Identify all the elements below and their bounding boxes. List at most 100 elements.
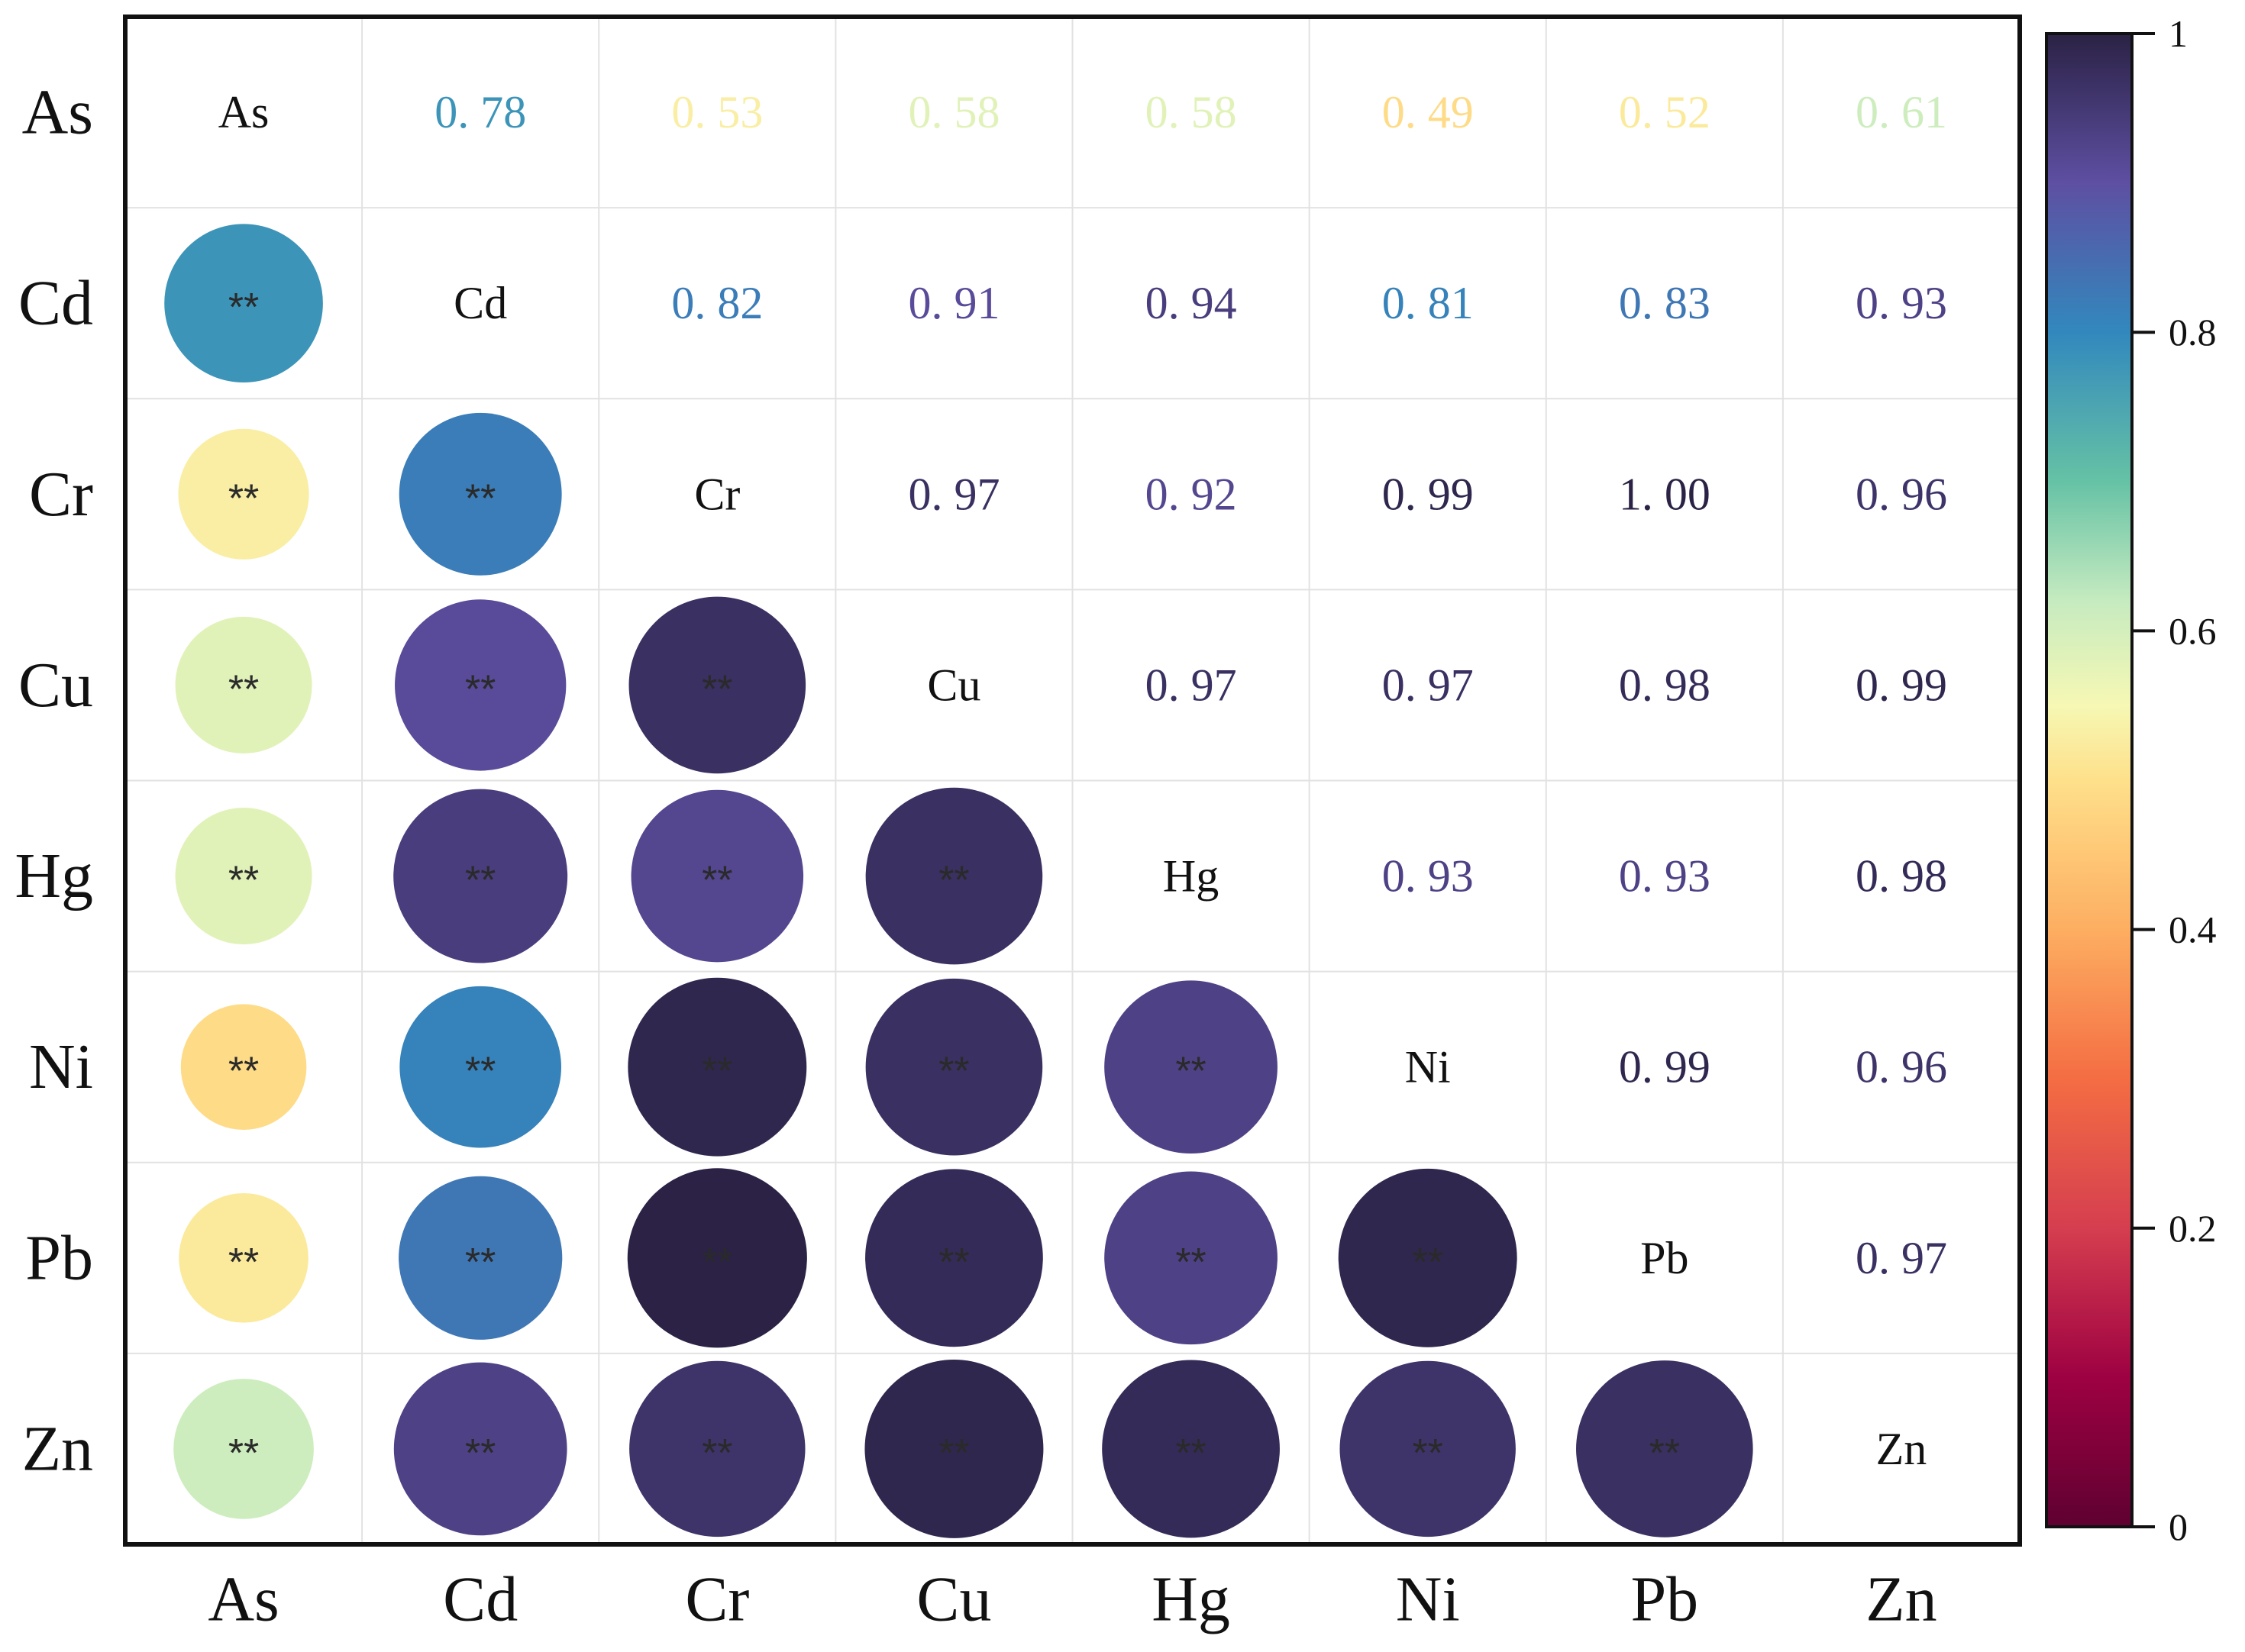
significance-marker: ** xyxy=(465,1050,496,1094)
significance-marker: ** xyxy=(702,1241,732,1285)
significance-marker: ** xyxy=(1412,1431,1442,1476)
correlation-circle xyxy=(164,224,323,383)
correlation-value-label: 0. 99 xyxy=(1619,1042,1710,1092)
correlation-value-label: 0. 61 xyxy=(1856,87,1947,137)
correlation-value-label: 0. 49 xyxy=(1382,87,1474,137)
correlation-value-label: 0. 96 xyxy=(1856,469,1947,519)
correlation-value-label: 0. 53 xyxy=(671,87,763,137)
correlation-circle xyxy=(1338,1168,1517,1347)
significance-marker: ** xyxy=(1175,1050,1206,1094)
correlation-circle xyxy=(628,596,806,774)
correlation-circle xyxy=(864,1359,1044,1538)
significance-marker: ** xyxy=(465,1241,496,1285)
correlation-circle xyxy=(173,1379,314,1519)
correlation-value-label: 0. 93 xyxy=(1382,851,1474,902)
correlation-circle xyxy=(629,1360,806,1537)
y-tick-label: As xyxy=(22,77,93,148)
correlation-circle xyxy=(178,428,309,560)
correlation-value-label: 0. 81 xyxy=(1382,278,1474,328)
correlation-value-label: 0. 97 xyxy=(908,469,1000,519)
correlation-value-label: 0. 91 xyxy=(908,278,1000,328)
correlation-value-label: 0. 97 xyxy=(1145,660,1237,710)
significance-marker: ** xyxy=(228,859,259,903)
correlation-circle xyxy=(180,1004,307,1130)
correlation-circle xyxy=(179,1193,308,1323)
colorbar-tick-label: 1 xyxy=(2169,12,2188,55)
diagonal-label: Cu xyxy=(927,660,980,710)
significance-marker: ** xyxy=(465,667,496,711)
significance-marker: ** xyxy=(702,859,732,903)
significance-marker: ** xyxy=(938,1431,969,1476)
correlation-circle xyxy=(628,977,807,1157)
significance-marker: ** xyxy=(228,667,259,711)
correlation-value-label: 0. 99 xyxy=(1382,469,1474,519)
colorbar-tick-label: 0.4 xyxy=(2169,908,2217,951)
y-tick-label: Zn xyxy=(22,1413,93,1484)
significance-marker: ** xyxy=(228,286,259,330)
correlation-circle xyxy=(393,1362,567,1536)
diagonal-label: Cr xyxy=(694,469,740,519)
x-tick-label: Pb xyxy=(1630,1564,1698,1635)
correlation-value-label: 0. 78 xyxy=(434,87,526,137)
correlation-value-label: 0. 98 xyxy=(1856,851,1947,902)
x-tick-label: Cr xyxy=(685,1564,749,1635)
diagonal-label: Ni xyxy=(1405,1042,1451,1092)
correlation-value-label: 0. 97 xyxy=(1382,660,1474,710)
colorbar-tick-label: 0.8 xyxy=(2169,311,2217,353)
correlation-value-label: 0. 97 xyxy=(1856,1233,1947,1283)
y-tick-label: Cu xyxy=(18,650,93,721)
significance-marker: ** xyxy=(465,476,496,521)
significance-marker: ** xyxy=(938,1241,969,1285)
y-tick-label: Hg xyxy=(15,841,93,912)
x-tick-label: Ni xyxy=(1396,1564,1460,1635)
correlation-circle xyxy=(393,789,568,963)
correlation-circle xyxy=(1104,980,1278,1154)
correlation-circle xyxy=(1576,1360,1753,1537)
correlation-circle xyxy=(865,787,1043,965)
x-tick-label: Zn xyxy=(1865,1564,1937,1635)
correlation-value-label: 0. 98 xyxy=(1619,660,1710,710)
diagonal-label: Pb xyxy=(1640,1233,1688,1283)
y-tick-label: Ni xyxy=(29,1031,93,1102)
significance-marker: ** xyxy=(938,1050,969,1094)
y-tick-label: Cd xyxy=(18,268,93,339)
significance-marker: ** xyxy=(228,1431,259,1476)
y-tick-label: Pb xyxy=(25,1222,93,1293)
colorbar-tick-label: 0.6 xyxy=(2169,609,2217,652)
correlation-circle xyxy=(631,789,804,963)
correlation-circle xyxy=(395,599,567,771)
correlation-value-label: 0. 93 xyxy=(1619,851,1710,902)
correlation-circle xyxy=(399,986,561,1148)
significance-marker: ** xyxy=(938,859,969,903)
correlation-circle xyxy=(865,1169,1043,1347)
correlation-value-label: 0. 94 xyxy=(1145,278,1237,328)
significance-marker: ** xyxy=(228,476,259,521)
correlation-circle xyxy=(865,978,1043,1156)
correlation-value-label: 0. 92 xyxy=(1145,469,1237,519)
colorbar-tick-label: 0.2 xyxy=(2169,1207,2217,1250)
correlation-value-label: 0. 52 xyxy=(1619,87,1710,137)
significance-marker: ** xyxy=(702,1050,732,1094)
correlation-value-label: 0. 96 xyxy=(1856,1042,1947,1092)
correlation-circle xyxy=(1104,1171,1278,1345)
diagonal-label: Hg xyxy=(1163,851,1219,902)
significance-marker: ** xyxy=(465,859,496,903)
diagonal-label: Cd xyxy=(454,278,507,328)
significance-marker: ** xyxy=(228,1050,259,1094)
correlation-circle xyxy=(175,616,312,753)
correlation-circle xyxy=(399,412,562,576)
y-tick-label: Cr xyxy=(29,459,93,530)
significance-marker: ** xyxy=(465,1431,496,1476)
correlation-circle xyxy=(1102,1360,1280,1538)
significance-marker: ** xyxy=(1175,1241,1206,1285)
correlation-value-label: 0. 83 xyxy=(1619,278,1710,328)
significance-marker: ** xyxy=(1175,1431,1206,1476)
diagonal-label: Zn xyxy=(1876,1424,1927,1474)
x-tick-label: As xyxy=(208,1564,279,1635)
colorbar-tick-label: 0 xyxy=(2169,1505,2188,1548)
x-tick-label: Hg xyxy=(1152,1564,1230,1635)
x-tick-label: Cd xyxy=(443,1564,518,1635)
x-tick-label: Cu xyxy=(916,1564,991,1635)
plot-frame xyxy=(123,15,2022,1547)
